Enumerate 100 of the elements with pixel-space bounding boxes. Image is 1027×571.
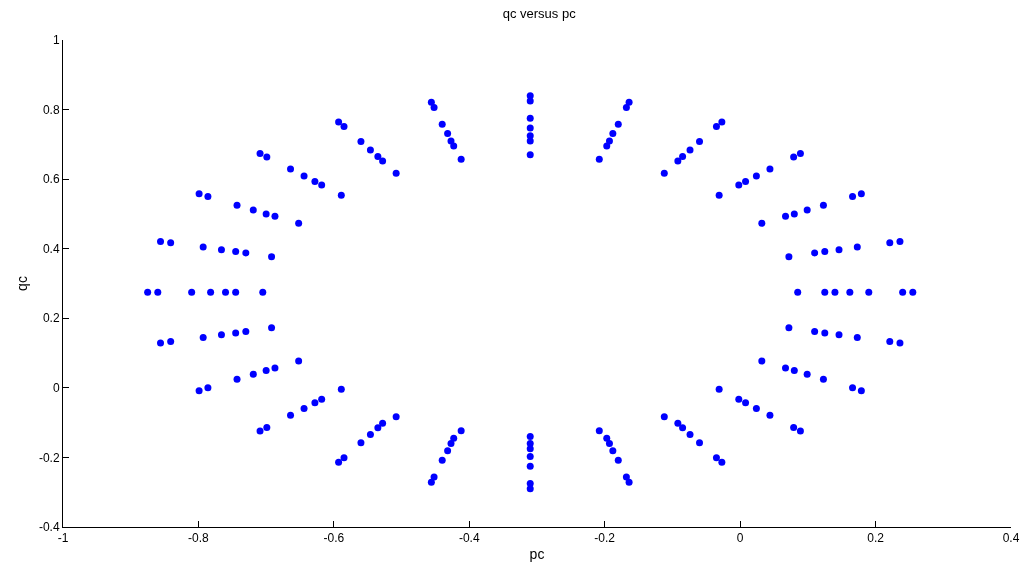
- point: [335, 458, 343, 466]
- point: [154, 288, 162, 296]
- point: [427, 478, 435, 486]
- point: [268, 253, 276, 261]
- point: [217, 331, 225, 339]
- point: [785, 324, 793, 332]
- x-tick-label: -0.8: [188, 531, 210, 546]
- point: [256, 149, 264, 157]
- point: [271, 212, 279, 220]
- point: [766, 411, 774, 419]
- point: [625, 98, 633, 106]
- point: [622, 103, 630, 111]
- point: [742, 178, 750, 186]
- point: [614, 456, 622, 464]
- point: [379, 157, 387, 165]
- point: [782, 364, 790, 372]
- point: [222, 288, 230, 296]
- point: [232, 248, 240, 255]
- point: [857, 387, 865, 395]
- point: [526, 151, 534, 159]
- point: [318, 395, 326, 403]
- point: [835, 331, 843, 339]
- point: [758, 219, 766, 227]
- x-axis-title: pc: [529, 545, 545, 562]
- point: [526, 452, 534, 460]
- point: [526, 462, 534, 470]
- point: [430, 103, 438, 111]
- point: [526, 480, 534, 488]
- point: [821, 288, 829, 296]
- point: [242, 328, 250, 335]
- point: [340, 454, 348, 462]
- point: [674, 157, 682, 165]
- x-tick-label: -0.4: [458, 531, 480, 546]
- point: [735, 181, 743, 189]
- point: [622, 473, 630, 481]
- point: [457, 427, 465, 435]
- point: [899, 288, 907, 296]
- point: [605, 137, 613, 145]
- point: [853, 333, 861, 341]
- point: [233, 375, 241, 383]
- point: [758, 357, 766, 365]
- point: [450, 142, 458, 150]
- point: [609, 130, 617, 138]
- point: [263, 424, 271, 432]
- point: [217, 246, 225, 254]
- point: [803, 206, 811, 214]
- point: [686, 430, 694, 438]
- point: [374, 424, 382, 432]
- point: [195, 387, 203, 395]
- point: [811, 328, 819, 335]
- y-tick-label: 1: [52, 33, 60, 48]
- point: [909, 288, 917, 296]
- point: [242, 249, 250, 257]
- point: [660, 413, 668, 421]
- point: [207, 288, 215, 296]
- point: [295, 357, 303, 365]
- point: [679, 424, 687, 432]
- point: [287, 165, 295, 173]
- point: [438, 120, 446, 128]
- x-tick-label: -1: [57, 531, 69, 546]
- point: [337, 191, 345, 199]
- point: [311, 399, 319, 407]
- point: [735, 395, 743, 403]
- point: [526, 433, 534, 441]
- point: [718, 458, 726, 466]
- point: [625, 478, 633, 486]
- point: [263, 153, 271, 161]
- point: [526, 114, 534, 122]
- point: [712, 123, 720, 131]
- point: [595, 427, 603, 435]
- point: [790, 424, 798, 432]
- point: [287, 411, 295, 419]
- point: [311, 178, 319, 186]
- point: [438, 456, 446, 464]
- point: [366, 430, 374, 438]
- point: [195, 190, 203, 198]
- point: [249, 206, 257, 214]
- point: [457, 155, 465, 163]
- y-tick-label: 0.2: [42, 311, 60, 326]
- point: [782, 212, 790, 220]
- point: [526, 440, 534, 448]
- point: [357, 138, 365, 146]
- point: [233, 201, 241, 209]
- point: [337, 385, 345, 393]
- point: [718, 118, 726, 126]
- point: [886, 338, 894, 346]
- point: [204, 193, 212, 201]
- point: [199, 333, 207, 341]
- point: [603, 434, 611, 442]
- point: [696, 439, 704, 447]
- point: [318, 181, 326, 189]
- point: [340, 123, 348, 131]
- point: [766, 165, 774, 173]
- point: [796, 149, 804, 157]
- point: [865, 288, 873, 296]
- point: [256, 427, 264, 435]
- point: [674, 419, 682, 427]
- point: [199, 243, 207, 251]
- point: [232, 329, 240, 337]
- point: [752, 404, 760, 412]
